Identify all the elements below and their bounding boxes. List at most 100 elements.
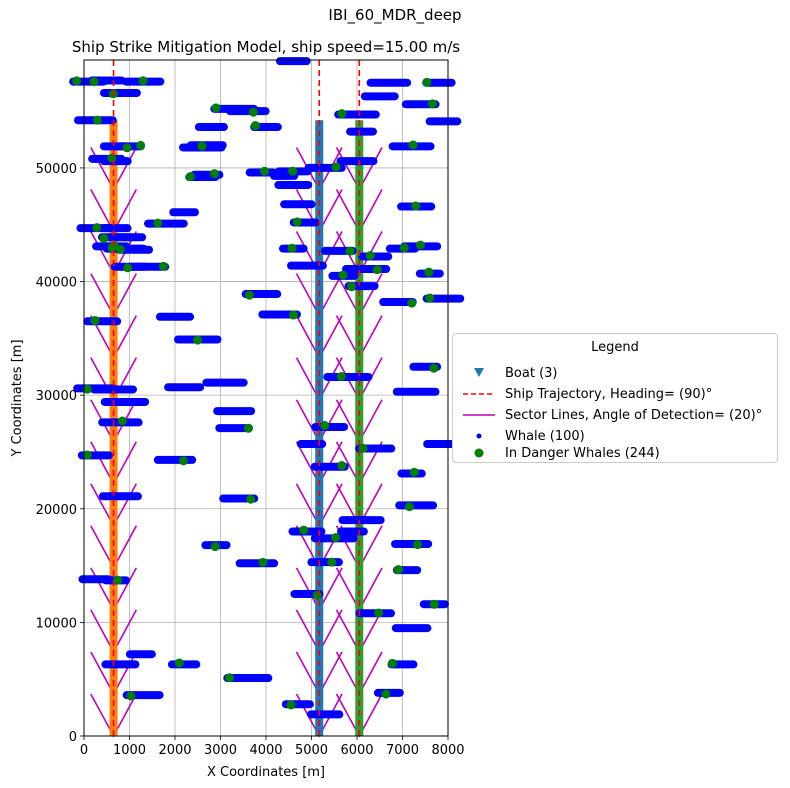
- danger-whale-marker: [374, 608, 384, 618]
- danger-whale-marker: [115, 244, 125, 254]
- whale-track: [213, 407, 256, 416]
- whale-track: [346, 127, 378, 136]
- danger-whale-marker: [244, 290, 254, 300]
- danger-whale-marker: [427, 99, 437, 109]
- whale-track: [115, 245, 154, 254]
- danger-whale-marker: [424, 267, 434, 277]
- danger-whale-marker: [107, 153, 117, 163]
- whale-track: [323, 372, 373, 381]
- whale-track: [215, 424, 253, 433]
- danger-whale-marker: [413, 540, 423, 550]
- x-tick-label: 2000: [158, 743, 191, 758]
- danger-whale-marker: [126, 691, 136, 701]
- whale-track: [280, 200, 316, 209]
- danger-whale-marker: [248, 107, 258, 117]
- danger-whale-marker: [288, 166, 298, 176]
- danger-whale-marker: [338, 270, 348, 280]
- circle-icon: [461, 444, 497, 462]
- danger-whale-marker: [381, 689, 391, 699]
- danger-whale-marker: [320, 421, 330, 431]
- dot-icon: [461, 427, 497, 445]
- danger-whale-marker: [358, 443, 368, 453]
- y-tick-label: 30000: [36, 389, 77, 404]
- danger-whale-marker: [210, 169, 220, 179]
- boat-track: [109, 120, 118, 736]
- boat-track: [355, 120, 364, 736]
- danger-whale-marker: [117, 416, 127, 426]
- danger-whale-marker: [345, 246, 355, 256]
- y-tick-label: 50000: [36, 162, 77, 177]
- x-tick-label: 0: [80, 743, 88, 758]
- legend-entry-danger: In Danger Whales (244): [461, 444, 660, 462]
- danger-whale-marker: [225, 673, 235, 683]
- danger-whale-marker: [92, 223, 102, 233]
- danger-whale-marker: [90, 316, 100, 326]
- whale-track: [366, 78, 412, 87]
- y-tick-label: 10000: [36, 616, 77, 631]
- x-tick-label: 8000: [431, 743, 464, 758]
- legend-entry-sector: Sector Lines, Angle of Detection= (20)°: [461, 406, 762, 424]
- whale-track: [144, 219, 188, 228]
- whale-track: [164, 383, 205, 392]
- whale-track: [306, 710, 344, 719]
- danger-whale-marker: [411, 201, 421, 211]
- danger-whale-marker: [153, 218, 163, 228]
- x-axis-label: X Coordinates [m]: [207, 765, 325, 780]
- whale-track: [169, 208, 199, 217]
- whale-track: [274, 180, 313, 189]
- legend-label-danger: In Danger Whales (244): [505, 445, 660, 461]
- danger-whale-marker: [260, 166, 270, 176]
- danger-whale-marker: [178, 456, 188, 466]
- danger-whale-marker: [337, 461, 347, 471]
- legend: Legend Boat (3) Ship Trajectory, Heading…: [452, 333, 778, 463]
- danger-whale-marker: [408, 140, 418, 150]
- danger-whale-marker: [246, 494, 256, 504]
- danger-whale-marker: [299, 525, 309, 535]
- y-tick-label: 20000: [36, 503, 77, 518]
- whale-track: [311, 422, 349, 431]
- legend-title: Legend: [591, 340, 639, 355]
- danger-whale-marker: [99, 234, 109, 244]
- whale-track: [90, 385, 138, 394]
- y-tick-label: 40000: [36, 276, 77, 291]
- danger-whale-marker: [185, 172, 195, 182]
- danger-whale-marker: [287, 243, 297, 253]
- danger-whale-marker: [174, 658, 184, 668]
- danger-whale-marker: [425, 293, 435, 303]
- legend-entry-trajectory: Ship Trajectory, Heading= (90)°: [461, 385, 712, 403]
- x-tick-label: 7000: [386, 743, 419, 758]
- danger-whale-marker: [387, 658, 397, 668]
- whale-track: [112, 233, 147, 242]
- danger-whale-marker: [337, 109, 347, 119]
- danger-whale-marker: [288, 310, 298, 320]
- danger-whale-marker: [409, 467, 419, 477]
- danger-whale-marker: [123, 263, 133, 273]
- danger-whale-marker: [292, 217, 302, 227]
- legend-entry-whale: Whale (100): [461, 427, 585, 445]
- whale-track: [194, 123, 228, 132]
- y-axis-label: Y Coordinates [m]: [10, 339, 25, 457]
- whale-track: [425, 117, 462, 126]
- danger-whale-marker: [89, 77, 99, 87]
- danger-whale-marker: [393, 565, 403, 575]
- whale-track: [275, 57, 311, 66]
- whale-track: [287, 261, 327, 270]
- danger-whale-marker: [138, 76, 148, 86]
- dashed-line-icon: [461, 385, 497, 403]
- whale-track: [360, 92, 399, 101]
- danger-whale-marker: [407, 298, 417, 308]
- x-tick-label: 4000: [249, 743, 282, 758]
- danger-whale-marker: [243, 423, 253, 433]
- danger-whale-marker: [82, 384, 92, 394]
- whale-track: [153, 455, 197, 464]
- whale-track: [223, 674, 273, 683]
- whale-track: [98, 492, 142, 501]
- legend-label-trajectory: Ship Trajectory, Heading= (90)°: [505, 386, 713, 402]
- whale-track: [125, 650, 156, 659]
- whale-track: [296, 440, 327, 449]
- danger-whale-marker: [72, 76, 82, 86]
- danger-whale-marker: [250, 121, 260, 131]
- danger-whale-marker: [286, 700, 296, 710]
- whale-track: [338, 516, 385, 525]
